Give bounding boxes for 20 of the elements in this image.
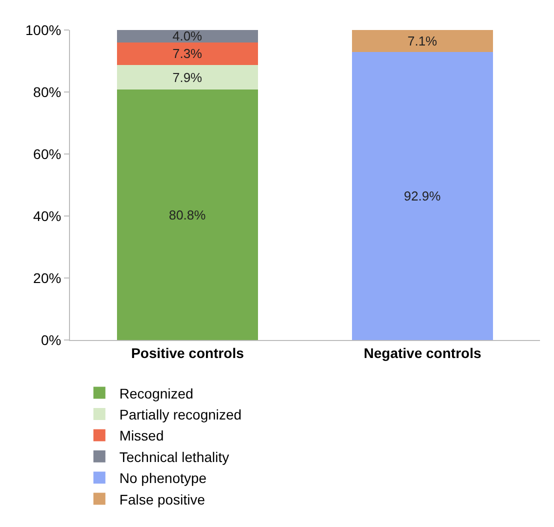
x-tick-label: Negative controls <box>364 344 482 361</box>
legend-label: No phenotype <box>119 470 207 486</box>
legend-label: False positive <box>119 491 206 508</box>
y-tick-label: 80% <box>33 84 62 100</box>
legend-label: Partially recognized <box>119 406 242 422</box>
data-label: 7.9% <box>172 70 203 85</box>
y-tick-label: 100% <box>25 22 62 38</box>
legend-label: Missed <box>119 428 164 444</box>
y-tick-label: 40% <box>33 208 62 224</box>
y-tick-label: 0% <box>40 332 62 348</box>
data-label: 92.9% <box>404 188 442 204</box>
data-label: 7.1% <box>407 34 438 49</box>
y-tick-label: 60% <box>33 146 62 162</box>
legend-label: Technical lethality <box>119 448 230 465</box>
legend-label: Recognized <box>119 385 194 402</box>
data-label: 80.8% <box>168 207 206 222</box>
data-label: 7.3% <box>172 46 203 62</box>
y-tick-label: 20% <box>33 270 62 286</box>
x-tick-label: Positive controls <box>131 344 244 361</box>
data-label: 4.0% <box>172 28 203 44</box>
